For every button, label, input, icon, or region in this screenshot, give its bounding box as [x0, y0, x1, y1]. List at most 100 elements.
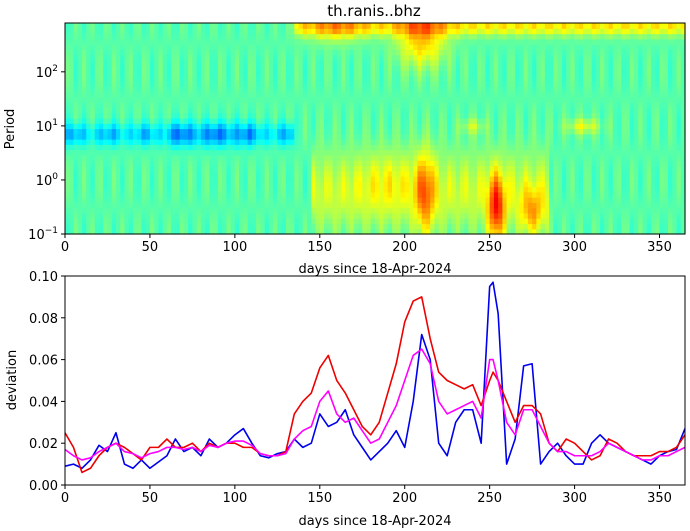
heatmap-cell	[137, 28, 143, 35]
heatmap-cell	[413, 54, 419, 61]
heatmap-cell	[400, 186, 406, 193]
heatmap-cell	[166, 86, 172, 93]
heatmap-cell	[544, 144, 550, 151]
heatmap-cell	[264, 191, 270, 198]
heatmap-cell	[476, 154, 482, 161]
heatmap-cell	[362, 102, 368, 108]
heatmap-cell	[493, 160, 499, 167]
heatmap-cell	[502, 154, 508, 161]
heatmap-cell	[294, 102, 300, 108]
heatmap-cell	[519, 49, 525, 56]
heatmap-cell	[498, 139, 503, 145]
heatmap-cell	[247, 144, 253, 151]
heatmap-cell	[455, 75, 461, 82]
heatmap-cell	[179, 44, 185, 50]
heatmap-cell	[358, 44, 363, 50]
heatmap-cell	[234, 49, 240, 56]
heatmap-cell	[404, 197, 410, 203]
heatmap-cell	[451, 86, 457, 93]
heatmap-cell	[175, 65, 181, 72]
heatmap-cell	[476, 186, 482, 193]
heatmap-cell	[536, 23, 542, 29]
heatmap-cell	[489, 175, 495, 182]
heatmap-cell	[353, 75, 359, 82]
heatmap-cell	[222, 38, 227, 45]
heatmap-cell	[387, 28, 393, 35]
heatmap-cell	[425, 191, 431, 198]
heatmap-cell	[408, 197, 414, 203]
heatmap-cell	[256, 181, 261, 188]
heatmap-cell	[353, 81, 359, 87]
heatmap-cell	[192, 165, 198, 172]
heatmap-cell	[243, 107, 249, 114]
heatmap-cell	[251, 86, 257, 93]
heatmap-cell	[205, 75, 210, 82]
heatmap-cell	[345, 81, 351, 87]
heatmap-cell	[345, 59, 351, 66]
heatmap-cell	[400, 38, 406, 45]
heatmap-cell	[459, 128, 465, 135]
heatmap-cell	[464, 96, 470, 103]
heatmap-cell	[315, 218, 321, 225]
heatmap-cell	[438, 96, 444, 103]
heatmap-cell	[175, 181, 181, 188]
heatmap-cell	[425, 59, 431, 66]
heatmap-cell	[430, 75, 436, 82]
heatmap-cell	[234, 133, 240, 140]
heatmap-cell	[81, 23, 87, 29]
heatmap-cell	[502, 212, 508, 219]
heatmap-cell	[73, 96, 79, 103]
heatmap-cell	[536, 133, 542, 140]
heatmap-cell	[561, 70, 567, 77]
heatmap-cell	[434, 38, 440, 45]
heatmap-cell	[124, 33, 130, 40]
heatmap-cell	[532, 197, 537, 203]
heatmap-cell	[200, 181, 206, 188]
heatmap-cell	[192, 33, 198, 40]
heatmap-cell	[294, 70, 300, 77]
heatmap-cell	[591, 70, 597, 77]
heatmap-cell	[132, 59, 138, 66]
heatmap-cell	[493, 81, 499, 87]
heatmap-cell	[425, 128, 431, 135]
heatmap-cell	[115, 117, 121, 124]
heatmap-cell	[103, 59, 109, 66]
heatmap-cell	[324, 107, 329, 114]
heatmap-cell	[162, 170, 168, 177]
heatmap-cell	[141, 70, 147, 77]
heatmap-cell	[226, 96, 232, 103]
heatmap-cell	[583, 23, 588, 29]
heatmap-cell	[370, 91, 376, 98]
heatmap-cell	[230, 218, 236, 225]
heatmap-cell	[94, 54, 100, 61]
heatmap-cell	[353, 65, 359, 72]
heatmap-cell	[154, 218, 160, 225]
heatmap-cell	[115, 107, 121, 114]
heatmap-cell	[523, 191, 529, 198]
heatmap-cell	[387, 81, 393, 87]
heatmap-cell	[396, 223, 402, 230]
heatmap-cell	[408, 202, 414, 209]
heatmap-cell	[341, 175, 346, 182]
heatmap-cell	[260, 33, 266, 40]
heatmap-cell	[145, 165, 151, 172]
heatmap-cell	[268, 102, 274, 108]
heatmap-cell	[464, 123, 470, 130]
heatmap-cell	[162, 202, 168, 209]
heatmap-cell	[387, 181, 393, 188]
heatmap-cell	[358, 54, 363, 61]
heatmap-cell	[98, 96, 104, 103]
heatmap-cell	[247, 149, 253, 156]
heatmap-cell	[536, 112, 542, 119]
heatmap-cell	[162, 86, 168, 93]
heatmap-cell	[158, 175, 164, 182]
heatmap-cell	[324, 212, 329, 219]
heatmap-cell	[285, 207, 291, 214]
heatmap-cell	[315, 123, 321, 130]
heatmap-cell	[464, 65, 470, 72]
heatmap-cell	[459, 112, 465, 119]
heatmap-cell	[251, 144, 257, 151]
heatmap-cell	[417, 102, 423, 108]
heatmap-cell	[315, 54, 321, 61]
heatmap-cell	[294, 123, 300, 130]
